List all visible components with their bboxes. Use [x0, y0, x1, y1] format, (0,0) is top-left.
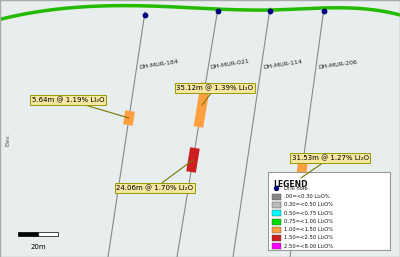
- Point: [273, 186, 279, 190]
- Text: .00=<0.30 Li₂O%: .00=<0.30 Li₂O%: [284, 194, 330, 199]
- Text: DH-MUR-114: DH-MUR-114: [263, 59, 303, 70]
- Text: Drill hole: Drill hole: [284, 186, 308, 191]
- Point: [215, 9, 221, 13]
- Text: 35.12m @ 1.39% Li₂O: 35.12m @ 1.39% Li₂O: [176, 85, 254, 105]
- Bar: [38, 232, 58, 236]
- Point: [267, 9, 273, 13]
- Text: 24.06m @ 1.70% Li₂O: 24.06m @ 1.70% Li₂O: [116, 160, 194, 191]
- Bar: [272, 227, 281, 233]
- Text: Elev.: Elev.: [6, 134, 10, 146]
- Text: LEGEND: LEGEND: [273, 180, 308, 189]
- Text: 20m: 20m: [30, 244, 46, 250]
- Bar: [272, 210, 281, 216]
- Text: 0.75=<1.00 Li₂O%: 0.75=<1.00 Li₂O%: [284, 219, 333, 224]
- Bar: [272, 202, 281, 208]
- Text: DH-MUR-021: DH-MUR-021: [210, 59, 250, 70]
- Text: DH-MUR-184: DH-MUR-184: [138, 59, 178, 70]
- Text: 1.00=<1.50 Li₂O%: 1.00=<1.50 Li₂O%: [284, 227, 333, 232]
- Bar: [272, 218, 281, 225]
- Text: DH-MUR-206: DH-MUR-206: [318, 60, 358, 70]
- Text: 31.53m @ 1.27% Li₂O: 31.53m @ 1.27% Li₂O: [292, 155, 368, 178]
- Text: 0.50=<0.75 Li₂O%: 0.50=<0.75 Li₂O%: [284, 210, 333, 216]
- Text: 5.64m @ 1.19% Li₂O: 5.64m @ 1.19% Li₂O: [32, 97, 129, 118]
- Text: 0.30=<0.50 Li₂O%: 0.30=<0.50 Li₂O%: [284, 202, 333, 207]
- Text: 2.50=<8.00 Li₂O%: 2.50=<8.00 Li₂O%: [284, 244, 333, 249]
- Bar: [272, 194, 281, 200]
- Bar: [268, 172, 390, 250]
- Bar: [18, 232, 38, 236]
- Bar: [272, 243, 281, 250]
- Point: [321, 9, 327, 13]
- Bar: [272, 235, 281, 241]
- Point: [142, 13, 148, 17]
- Text: 1.50=<2.50 Li₂O%: 1.50=<2.50 Li₂O%: [284, 235, 333, 240]
